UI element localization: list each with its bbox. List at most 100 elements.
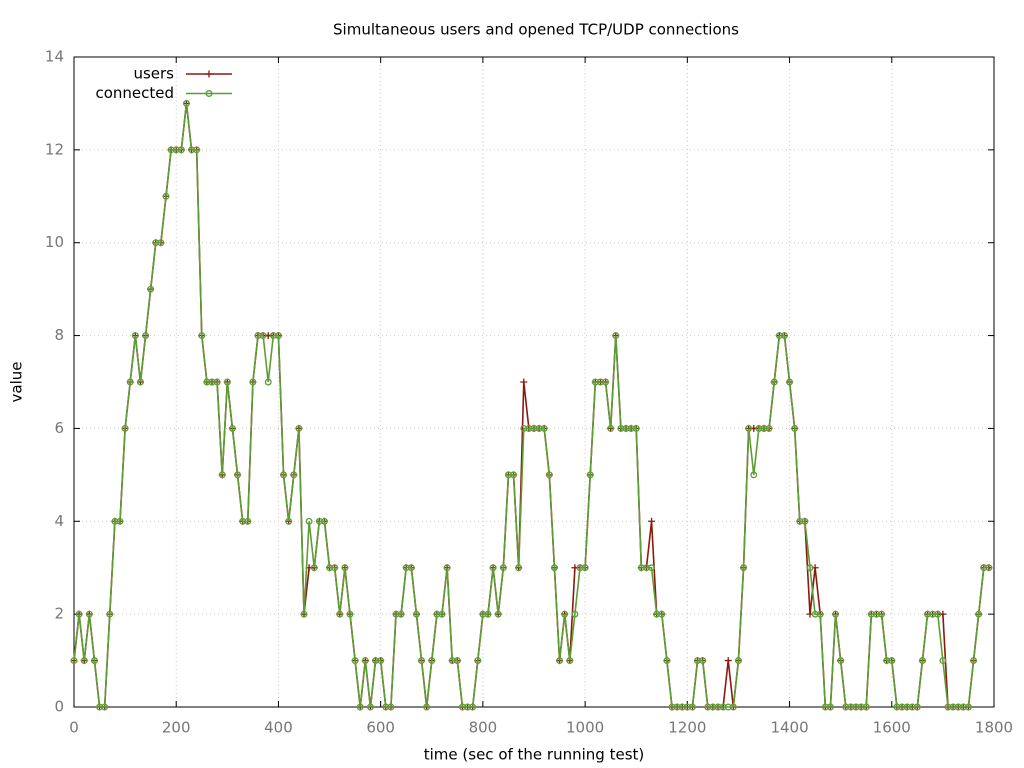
marker [228, 424, 236, 432]
marker [975, 610, 983, 618]
chart-title: Simultaneous users and opened TCP/UDP co… [333, 21, 739, 39]
marker [244, 517, 252, 525]
marker [734, 657, 742, 665]
marker [177, 146, 185, 154]
marker [474, 657, 482, 665]
marker [428, 657, 436, 665]
marker [648, 564, 656, 572]
marker [305, 517, 313, 525]
marker [387, 703, 395, 711]
y-tick-label: 12 [45, 140, 64, 158]
x-tick-label: 1600 [873, 719, 911, 737]
x-tick-label: 0 [69, 719, 79, 737]
marker [131, 332, 139, 340]
marker [336, 610, 344, 618]
x-tick-label: 1200 [668, 719, 706, 737]
marker [724, 657, 732, 665]
marker [520, 378, 528, 386]
y-tick-label: 14 [45, 48, 64, 66]
plot-border [73, 56, 995, 708]
marker [274, 332, 282, 340]
marker [515, 564, 523, 572]
marker [70, 657, 78, 665]
marker [545, 471, 553, 479]
marker [964, 703, 972, 711]
marker [412, 610, 420, 618]
marker [121, 424, 129, 432]
marker [765, 424, 773, 432]
marker [607, 424, 615, 432]
marker [280, 471, 288, 479]
marker [290, 471, 298, 479]
marker [985, 564, 993, 572]
marker [566, 657, 574, 665]
marker [75, 610, 83, 618]
marker [320, 517, 328, 525]
marker [213, 378, 221, 386]
marker [182, 99, 190, 107]
marker [770, 378, 778, 386]
marker [198, 332, 206, 340]
marker [489, 564, 497, 572]
marker [632, 424, 640, 432]
marker [423, 703, 431, 711]
marker [142, 332, 150, 340]
marker [913, 703, 921, 711]
marker [361, 657, 369, 665]
x-tick-label: 800 [469, 719, 498, 737]
marker [806, 564, 814, 572]
marker [80, 657, 88, 665]
marker [663, 657, 671, 665]
marker [351, 657, 359, 665]
y-tick-label: 2 [54, 605, 64, 623]
marker [801, 517, 809, 525]
marker [780, 332, 788, 340]
marker [888, 657, 896, 665]
marker [786, 378, 794, 386]
marker [310, 564, 318, 572]
marker [586, 471, 594, 479]
marker [193, 146, 201, 154]
marker [106, 610, 114, 618]
y-axis-label: value [8, 362, 26, 403]
marker [556, 657, 564, 665]
y-tick-label: 8 [54, 326, 64, 344]
marker [346, 610, 354, 618]
marker [484, 610, 492, 618]
marker [116, 517, 124, 525]
marker [157, 239, 165, 247]
marker [816, 610, 824, 618]
marker [740, 564, 748, 572]
marker [832, 610, 840, 618]
marker [750, 471, 758, 479]
marker [366, 703, 374, 711]
marker [356, 703, 364, 711]
marker [101, 703, 109, 711]
marker [612, 332, 620, 340]
marker [223, 378, 231, 386]
marker [407, 564, 415, 572]
marker [418, 657, 426, 665]
marker [550, 564, 558, 572]
marker [571, 610, 579, 618]
x-tick-label: 1000 [566, 719, 604, 737]
marker [826, 703, 834, 711]
y-tick-label: 6 [54, 419, 64, 437]
marker [300, 610, 308, 618]
marker [648, 517, 656, 525]
marker [147, 285, 155, 293]
marker [331, 564, 339, 572]
marker [729, 703, 737, 711]
marker [438, 610, 446, 618]
marker [249, 378, 257, 386]
marker [688, 703, 696, 711]
marker [602, 378, 610, 386]
marker [85, 610, 93, 618]
marker [453, 657, 461, 665]
marker [561, 610, 569, 618]
marker [218, 471, 226, 479]
marker [205, 70, 213, 78]
marker [285, 517, 293, 525]
marker [443, 564, 451, 572]
